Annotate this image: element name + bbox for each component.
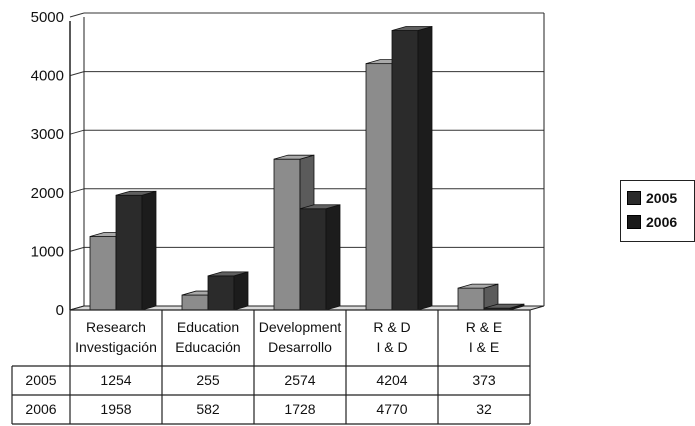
bar-top — [273, 154, 315, 160]
table-cell-value: 4770 — [376, 401, 407, 417]
bar — [457, 287, 485, 311]
bar — [115, 194, 143, 311]
bar — [273, 158, 301, 311]
bar — [365, 63, 393, 311]
x-category-label: Desarrollo — [268, 339, 332, 355]
x-category-label: R & E — [466, 319, 503, 335]
bar — [181, 294, 209, 311]
bar-top — [483, 303, 525, 309]
y-tick-label: 1000 — [31, 243, 64, 260]
y-tick-label: 3000 — [31, 126, 64, 143]
legend-swatch-2006 — [627, 215, 641, 229]
bar-top — [115, 190, 157, 196]
legend-label-2005: 2005 — [646, 190, 678, 206]
x-category-label: Educación — [175, 339, 240, 355]
gridline-side — [69, 71, 85, 77]
x-category-label: I & D — [376, 339, 407, 355]
gridline-side — [69, 12, 85, 18]
table-cell-value: 4204 — [376, 372, 407, 388]
y-tick-label: 0 — [56, 302, 64, 319]
legend: 2005 2006 — [620, 180, 695, 242]
bar-side — [233, 271, 249, 311]
x-category-label: I & E — [469, 339, 499, 355]
table-cell-value: 1728 — [284, 401, 315, 417]
y-tick-label: 4000 — [31, 68, 64, 85]
bar-side — [417, 25, 433, 311]
table-cell-value: 582 — [196, 401, 220, 417]
x-category-label: Research — [86, 319, 146, 335]
table-cell-value: 32 — [476, 401, 492, 417]
gridline-side — [69, 246, 85, 252]
legend-item-2006: 2006 — [627, 211, 677, 233]
x-category-label: Education — [177, 319, 239, 335]
legend-label-2006: 2006 — [646, 214, 678, 230]
bar-side — [141, 190, 157, 311]
table-cell-value: 373 — [472, 372, 496, 388]
x-category-label: R & D — [373, 319, 410, 335]
bar-side — [325, 204, 341, 311]
table-row-label: 2005 — [25, 372, 56, 388]
legend-item-2005: 2005 — [627, 187, 677, 209]
table-cell-value: 1958 — [100, 401, 131, 417]
table-cell-value: 1254 — [100, 372, 131, 388]
table-cell-value: 2574 — [284, 372, 315, 388]
bar — [391, 30, 419, 311]
x-category-label: Investigación — [75, 339, 157, 355]
y-tick-label: 5000 — [31, 9, 64, 26]
gridline-side — [69, 129, 85, 135]
bar — [89, 236, 117, 311]
bar — [207, 275, 235, 311]
bar-top — [299, 204, 341, 210]
bar-top — [457, 283, 499, 289]
gridline-side — [69, 188, 85, 194]
table-cell-value: 255 — [196, 372, 220, 388]
x-category-label: Development — [259, 319, 342, 335]
bar-top — [207, 271, 249, 277]
table-row-label: 2006 — [25, 401, 56, 417]
bar-top — [391, 26, 433, 31]
bar — [299, 208, 327, 311]
legend-swatch-2005 — [627, 191, 641, 205]
y-tick-label: 2000 — [31, 185, 64, 202]
